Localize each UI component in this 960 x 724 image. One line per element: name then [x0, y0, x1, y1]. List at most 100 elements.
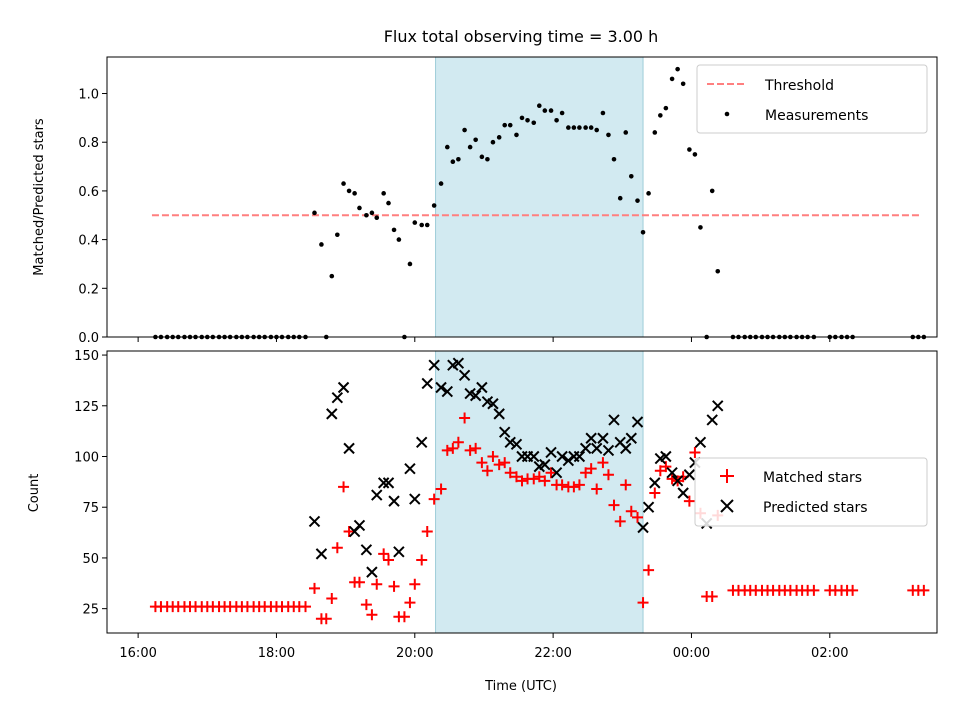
matched-star-point	[597, 457, 609, 469]
ratio-panel: 0.0 0.2 0.4 0.6 0.8 1.0 Matched/Predicted sta…	[32, 56, 938, 346]
predicted-star-point	[556, 450, 568, 463]
measurement-point	[709, 188, 715, 194]
matched-star-point	[580, 467, 592, 479]
matched-star-point	[504, 467, 516, 479]
y-tick-label: 0.2	[78, 282, 99, 297]
matched-star-point	[683, 495, 695, 507]
matched-star-point	[409, 578, 421, 590]
measurement-point	[407, 261, 413, 267]
measurement-point	[623, 130, 629, 135]
matched-star-point	[360, 599, 372, 611]
matched-star-point	[435, 483, 447, 495]
predicted-star-point	[671, 475, 684, 487]
ratio-panel-frame	[106, 56, 938, 338]
matched-star-point	[643, 564, 655, 576]
measurement-point	[507, 122, 513, 128]
y-tick-label: 0.0	[78, 331, 99, 346]
y-tick-label: 150	[74, 349, 99, 364]
measurement-point	[554, 118, 559, 123]
measurement-point	[431, 203, 437, 208]
predicted-star-point	[360, 544, 373, 556]
measurement-point	[364, 212, 369, 218]
predicted-star-point	[487, 398, 499, 410]
matched-star-point	[533, 471, 545, 483]
matched-star-point	[602, 469, 614, 481]
matched-star-point	[416, 554, 428, 566]
matched-star-point	[637, 597, 649, 609]
legend-threshold-label: Threshold	[764, 78, 834, 94]
matched-star-point	[539, 475, 551, 487]
measurement-point	[525, 118, 530, 123]
measurement-point	[652, 130, 658, 135]
measurement-point	[628, 174, 634, 179]
measurement-point	[391, 227, 397, 233]
count-plot-area	[149, 357, 930, 625]
measurement-point	[462, 127, 467, 133]
matched-star-point	[706, 590, 718, 602]
predicted-star-point	[435, 381, 447, 394]
matched-star-point	[591, 483, 603, 495]
y-tick-label: 0.6	[78, 185, 99, 200]
predicted-star-point	[504, 436, 516, 449]
matched-star-point	[371, 578, 383, 590]
predicted-star-point	[649, 477, 661, 489]
ratio-legend: Threshold Measurements	[696, 64, 928, 134]
legend-predicted-label: Predicted stars	[763, 500, 868, 516]
predicted-star-point	[371, 489, 383, 501]
matched-star-point	[528, 473, 540, 485]
measurement-point	[600, 110, 606, 116]
measurement-point	[352, 191, 357, 196]
measurement-point	[335, 232, 340, 238]
count-legend-box	[694, 457, 928, 527]
count-y-axis-label: Count	[27, 474, 42, 513]
measurement-point	[450, 159, 456, 164]
measurement-point	[424, 222, 430, 228]
measurement-point	[698, 225, 703, 230]
predicted-star-point	[458, 369, 471, 382]
measurement-point	[617, 195, 623, 201]
measurement-point	[566, 125, 571, 130]
predicted-star-point	[660, 450, 672, 463]
matched-star-point	[481, 465, 493, 477]
x-tick-label: 16:00	[119, 646, 156, 661]
matched-star-point	[366, 609, 378, 621]
measurement-point	[445, 144, 450, 150]
predicted-star-point	[677, 487, 689, 499]
predicted-star-point	[666, 467, 678, 479]
measurement-point	[456, 156, 461, 162]
matched-star-point	[441, 444, 453, 456]
matched-star-point	[649, 487, 661, 499]
measurement-point	[419, 222, 425, 228]
measurement-point	[369, 210, 375, 216]
matched-star-point	[338, 481, 350, 493]
measurement-point	[438, 181, 444, 186]
measurement-point	[594, 127, 599, 133]
x-axis-label: Time (UTC)	[484, 679, 557, 694]
predicted-star-point	[539, 458, 551, 471]
measurement-point	[341, 181, 346, 186]
measurement-point	[312, 210, 317, 216]
x-tick-label: 18:00	[258, 646, 295, 661]
measurement-point	[663, 105, 669, 111]
measurement-point	[583, 125, 588, 130]
measurement-point	[496, 135, 502, 140]
matched-star-point	[510, 471, 522, 483]
measurement-point	[687, 147, 692, 152]
matched-star-point	[378, 548, 390, 560]
matched-star-point	[654, 465, 666, 477]
matched-star-point	[573, 479, 585, 491]
measurement-point	[571, 125, 577, 130]
measurement-point	[381, 191, 386, 196]
predicted-star-point	[499, 426, 511, 438]
matched-star-point	[428, 493, 440, 505]
ratio-y-axis-label: Matched/Predicted stars	[32, 118, 47, 276]
measurement-point	[536, 103, 542, 108]
predicted-star-point	[683, 469, 696, 481]
predicted-star-point	[326, 408, 338, 420]
matched-star-point	[493, 459, 505, 471]
matched-star-point	[545, 467, 557, 479]
matched-star-point	[326, 593, 338, 605]
measurement-point	[548, 108, 554, 113]
measurement-point	[658, 113, 663, 118]
